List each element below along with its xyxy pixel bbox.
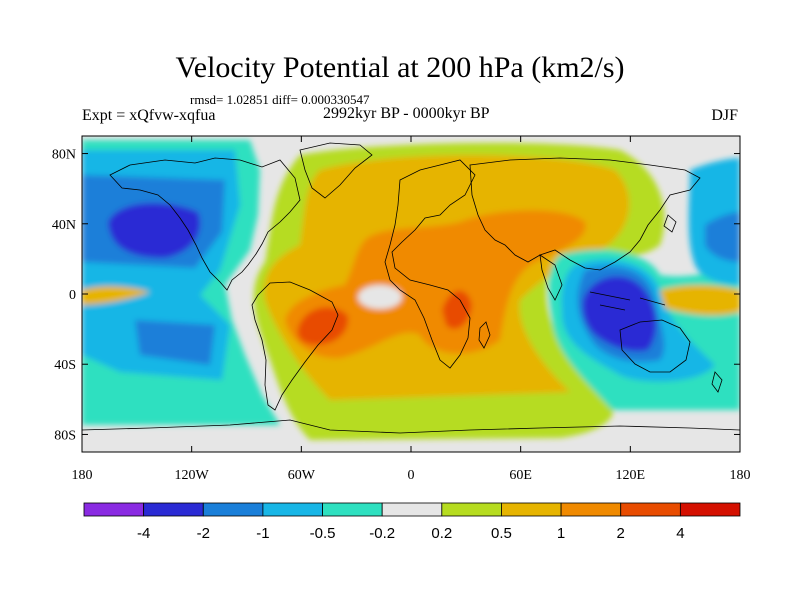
y-tick-label: 40N <box>52 218 76 233</box>
coast-antarctica <box>82 419 740 434</box>
x-axis: 180 120W 60W 0 60E 120E 180 <box>72 136 751 483</box>
negative-region-northeast-2 <box>705 212 740 262</box>
chart-title: Velocity Potential at 200 hPa (km2/s) <box>175 51 625 84</box>
coast-australia <box>619 319 691 373</box>
y-tick-label: 40S <box>54 358 76 373</box>
positive-region-2 <box>285 210 586 359</box>
colorbar-swatch <box>262 502 323 517</box>
colorbar-swatch <box>441 502 502 517</box>
coast-europe-africa <box>384 159 476 369</box>
colorbar-swatch <box>202 502 264 517</box>
y-tick-label: 0 <box>69 288 76 303</box>
contour-field <box>82 136 740 452</box>
colorbar-label: 2 <box>617 525 625 542</box>
coast-indonesia <box>589 291 666 311</box>
colorbar: -4 -2 -1 -0.5 -0.2 0.2 0.5 1 2 4 <box>83 502 741 542</box>
experiment-label: Expt = xQfvw-xqfua <box>82 107 216 124</box>
x-tick-label: 0 <box>408 468 415 483</box>
colorbar-swatch <box>679 502 741 517</box>
colorbar-label: -2 <box>197 525 210 542</box>
coast-madagascar <box>478 321 491 349</box>
colorbar-swatch <box>143 502 204 517</box>
coast-japan <box>663 214 677 233</box>
coastlines <box>82 142 740 434</box>
colorbar-swatch <box>620 502 681 517</box>
colorbar-swatch <box>322 502 383 517</box>
y-tick-label: 80N <box>52 148 76 163</box>
neutral-blob-atlantic <box>358 285 402 309</box>
x-tick-label: 60E <box>509 468 532 483</box>
colorbar-label: -0.5 <box>310 525 336 542</box>
positive-strip-east <box>660 285 740 316</box>
colorbar-swatch <box>381 502 443 517</box>
y-tick-label: 80S <box>54 428 76 443</box>
stats-label: rmsd= 1.02851 diff= 0.000330547 <box>190 92 370 107</box>
colorbar-swatch <box>83 502 145 517</box>
coast-north-america <box>109 157 301 291</box>
coast-asia <box>469 157 701 271</box>
coast-india <box>539 254 563 301</box>
colorbar-swatch <box>501 502 562 517</box>
colorbar-label: 4 <box>676 525 684 542</box>
y-axis: 80N 40N 0 40S 80S <box>52 148 740 443</box>
colorbar-label: 0.2 <box>431 525 452 542</box>
colorbar-label: 0.5 <box>491 525 512 542</box>
season-label: DJF <box>711 107 738 124</box>
x-tick-label: 180 <box>72 468 93 483</box>
negative-core-east <box>582 276 657 352</box>
colorbar-label: -1 <box>256 525 269 542</box>
period-label: 2992kyr BP - 0000kyr BP <box>323 105 490 122</box>
x-tick-label: 180 <box>730 468 751 483</box>
x-tick-label: 120W <box>175 468 210 483</box>
x-tick-label: 120E <box>616 468 646 483</box>
coast-greenland <box>299 142 373 199</box>
colorbar-swatch <box>560 502 622 517</box>
colorbar-label: -4 <box>137 525 150 542</box>
coast-new-zealand <box>711 371 723 393</box>
positive-region-3 <box>297 290 472 345</box>
colorbar-label: 1 <box>557 525 565 542</box>
positive-strip-west <box>82 286 150 305</box>
x-tick-label: 60W <box>288 468 316 483</box>
colorbar-label: -0.2 <box>369 525 395 542</box>
negative-core-pacific <box>108 203 201 258</box>
coast-south-america <box>251 281 339 411</box>
